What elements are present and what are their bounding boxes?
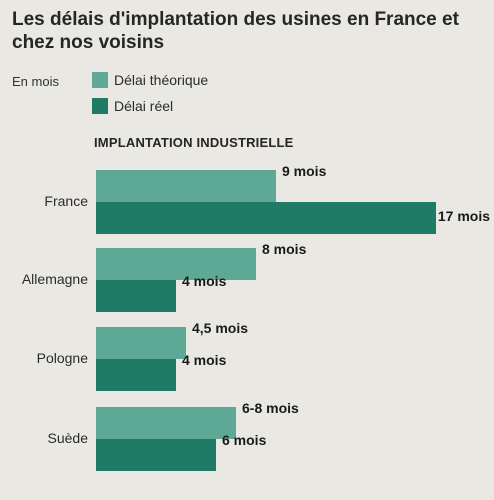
legend-label-reel: Délai réel	[114, 98, 174, 114]
bar-value-label: 6 mois	[222, 432, 267, 448]
bar-value-label: 4 mois	[182, 352, 227, 368]
bar-reel	[96, 202, 436, 234]
category-label: Suède	[48, 430, 89, 446]
bar-value-label: 4,5 mois	[192, 320, 248, 336]
category-label: Pologne	[37, 350, 89, 366]
section-title: IMPLANTATION INDUSTRIELLE	[94, 135, 294, 150]
bar-theorique	[96, 248, 256, 280]
bar-theorique	[96, 170, 276, 202]
legend-swatch-reel	[92, 98, 108, 114]
bar-reel	[96, 439, 216, 471]
legend-label-theorique: Délai théorique	[114, 72, 209, 88]
bar-value-label: 4 mois	[182, 273, 227, 289]
chart-title: Les délais d'implantation des usines en …	[12, 9, 459, 53]
legend-item-reel: Délai réel	[92, 98, 173, 114]
bar-theorique	[96, 407, 236, 439]
legend-item-theorique: Délai théorique	[92, 72, 208, 88]
category-label: Allemagne	[22, 271, 88, 287]
unit-label: En mois	[12, 74, 59, 89]
bar-reel	[96, 280, 176, 312]
legend-swatch-theorique	[92, 72, 108, 88]
bar-theorique	[96, 327, 186, 359]
bar-value-label: 6-8 mois	[242, 400, 299, 416]
bar-value-label: 17 mois	[438, 208, 490, 224]
category-label: France	[44, 193, 88, 209]
bar-reel	[96, 359, 176, 391]
bar-value-label: 8 mois	[262, 241, 307, 257]
bar-value-label: 9 mois	[282, 163, 327, 179]
